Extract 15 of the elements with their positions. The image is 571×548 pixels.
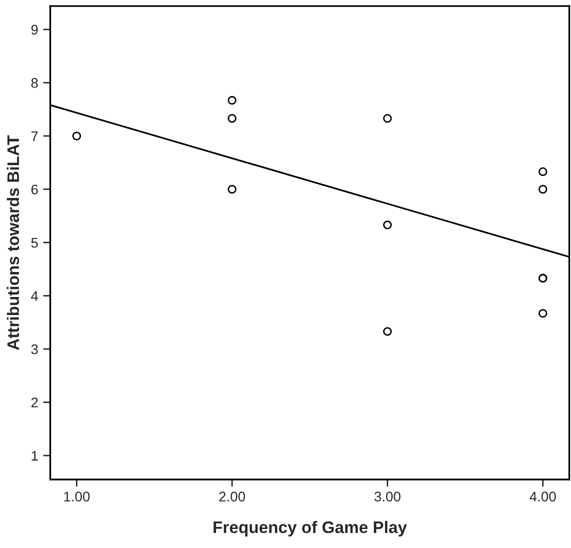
y-tick-label: 5 <box>31 238 38 248</box>
x-axis-title: Frequency of Game Play <box>214 520 407 536</box>
y-tick-label: 9 <box>31 24 38 35</box>
y-tick-label: 6 <box>31 184 38 194</box>
x-tick-label: 3.00 <box>374 492 400 502</box>
y-tick-label: 3 <box>31 344 38 354</box>
y-tick-label: 8 <box>31 78 38 88</box>
y-tick-label: 4 <box>31 291 38 301</box>
y-axis-title: Attributions towards BiLAT <box>6 135 20 350</box>
y-tick-label: 7 <box>31 131 38 142</box>
y-tick-label: 1 <box>32 451 38 461</box>
x-tick-label: 4.00 <box>530 492 556 502</box>
y-tick-label: 2 <box>31 398 38 408</box>
x-tick-label: 2.00 <box>219 492 246 502</box>
x-tick-label: 1.00 <box>64 492 90 502</box>
